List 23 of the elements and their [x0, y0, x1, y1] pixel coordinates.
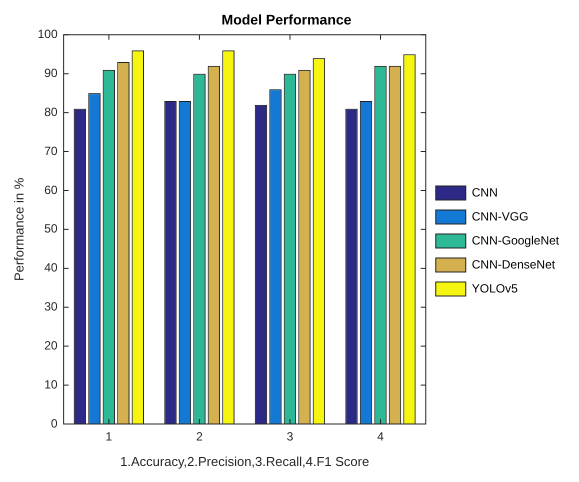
y-tick-label: 40 — [44, 260, 58, 275]
legend-label: CNN — [472, 185, 498, 200]
y-tick-label: 50 — [44, 222, 58, 236]
y-tick-label: 100 — [38, 27, 58, 42]
y-tick-label: 70 — [44, 144, 58, 158]
x-axis-title: 1.Accuracy,2.Precision,3.Recall,4.F1 Score — [120, 454, 370, 469]
y-tick-label: 0 — [50, 416, 58, 430]
y-tick-label: 20 — [44, 338, 58, 352]
y-tick-label: 30 — [44, 300, 58, 314]
legend-label: YOLOv5 — [472, 281, 518, 296]
legend-label: CNN-DenseNet — [472, 257, 556, 272]
y-tick-label: 90 — [44, 66, 58, 80]
x-tick-label: 3 — [286, 430, 294, 444]
legend-label: CNN-VGG — [472, 209, 528, 224]
y-tick-label: 10 — [44, 377, 58, 392]
y-axis-title: Performance in % — [11, 177, 26, 282]
y-tick-label: 80 — [44, 104, 58, 119]
x-tick-label: 2 — [196, 430, 204, 444]
x-tick-label: 1 — [106, 430, 113, 444]
x-tick-label: 4 — [377, 430, 384, 444]
legend-label: CNN-GoogleNet — [472, 233, 560, 248]
y-tick-label: 60 — [44, 182, 58, 197]
chart-title: Model Performance — [222, 11, 352, 28]
